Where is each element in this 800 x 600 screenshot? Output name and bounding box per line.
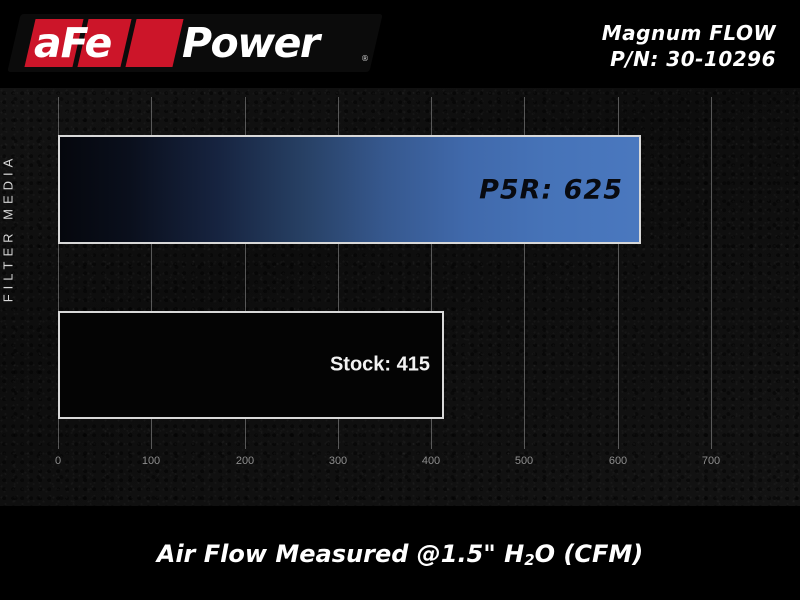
- caption-suffix: O (CFM): [534, 540, 644, 568]
- bar-label-psr: P5R: 625: [479, 174, 623, 205]
- header-product-info: Magnum FLOW P/N: 30-10296: [602, 20, 776, 72]
- caption-subscript: 2: [524, 551, 535, 569]
- logo-brand-word: Power: [182, 19, 320, 67]
- x-axis-caption: Air Flow Measured @1.5" H2O (CFM): [0, 540, 800, 569]
- x-tick-500: 500: [514, 455, 534, 467]
- gridline: [151, 97, 152, 449]
- logo-brand-mark: aFe: [34, 19, 112, 67]
- plot-area: [58, 97, 748, 449]
- x-tick-0: 0: [54, 455, 62, 467]
- gridline: [58, 97, 59, 449]
- gridline: [711, 97, 712, 449]
- gridline: [431, 97, 432, 449]
- bar-psr: P5R: 625: [58, 135, 641, 244]
- caption-prefix: Air Flow Measured @1.5" H: [156, 540, 525, 568]
- x-tick-200: 200: [235, 455, 255, 467]
- gridline: [245, 97, 246, 449]
- bar-label-stock: Stock: 415: [329, 353, 430, 376]
- x-tick-700: 700: [701, 455, 721, 467]
- product-line-name: Magnum FLOW: [601, 21, 776, 45]
- x-tick-400: 400: [421, 455, 441, 467]
- y-axis-title: FILTER MEDIA: [0, 153, 16, 303]
- footer-band: Air Flow Measured @1.5" H2O (CFM): [0, 506, 800, 600]
- gridline: [338, 97, 339, 449]
- part-number: P/N: 30-10296: [610, 47, 776, 71]
- registered-trademark-icon: ®: [361, 54, 369, 63]
- x-tick-100: 100: [141, 455, 161, 467]
- x-tick-300: 300: [328, 455, 348, 467]
- bar-stock: Stock: 415: [58, 311, 444, 419]
- afe-power-logo: aFe Power ®: [7, 14, 383, 72]
- x-tick-600: 600: [608, 455, 628, 467]
- gridline: [524, 97, 525, 449]
- gridline: [618, 97, 619, 449]
